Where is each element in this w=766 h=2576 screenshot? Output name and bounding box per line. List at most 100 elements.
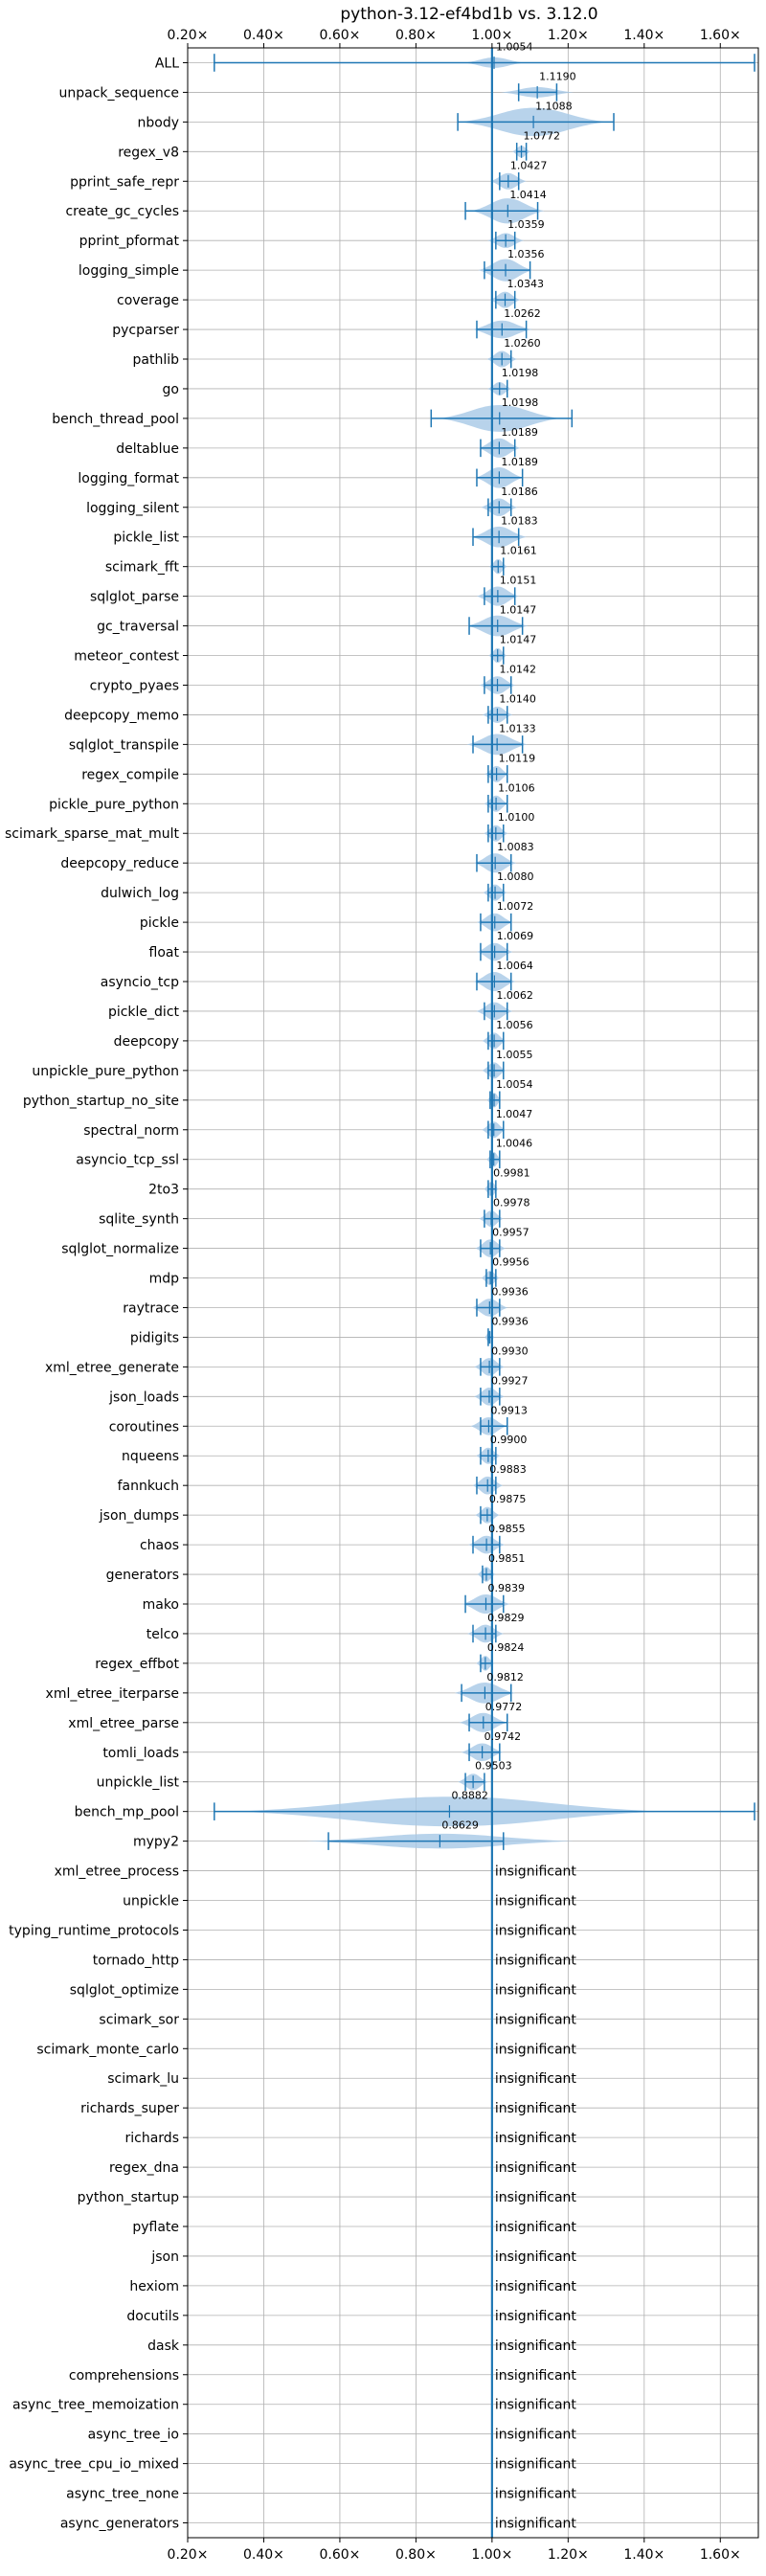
x-tick-label-bottom: 1.20× <box>548 2547 589 2563</box>
category-label: bench_thread_pool <box>52 412 179 427</box>
value-label: 0.9936 <box>491 1285 529 1298</box>
value-label: 1.0151 <box>500 575 537 587</box>
category-label: scimark_lu <box>107 2071 179 2087</box>
violin-layer <box>236 57 663 1849</box>
insignificant-label: insignificant <box>495 2249 577 2265</box>
value-label: 1.0198 <box>502 396 539 409</box>
category-label: regex_effbot <box>95 1657 179 1672</box>
value-label: 0.9981 <box>493 1167 530 1180</box>
category-label: sqlglot_transpile <box>69 737 179 753</box>
insignificant-label: insignificant <box>495 2012 577 2027</box>
value-label: 1.0106 <box>498 781 535 794</box>
value-label: 1.0186 <box>501 486 538 498</box>
value-label: 0.9875 <box>489 1493 527 1505</box>
insignificant-label: insignificant <box>495 2071 577 2087</box>
insignificant-label: insignificant <box>495 2042 577 2057</box>
category-label: 2to3 <box>148 1183 179 1198</box>
value-label: 1.0083 <box>497 841 534 853</box>
category-label: tornado_http <box>93 1953 179 1968</box>
value-label: 1.0147 <box>500 634 537 646</box>
category-label: logging_silent <box>86 501 179 516</box>
category-label: generators <box>106 1568 179 1583</box>
x-tick-label-bottom: 1.00× <box>471 2547 512 2563</box>
x-tick-label-top: 1.60× <box>700 28 741 43</box>
category-label: raytrace <box>123 1300 179 1316</box>
value-annotations: 1.0054 1.1190 1.1088 1.0772 1.0427 1.0414 1.03… <box>441 40 576 2531</box>
category-label: deepcopy <box>114 1034 179 1050</box>
insignificant-label: insignificant <box>495 2279 577 2294</box>
value-label: 0.9930 <box>491 1344 529 1357</box>
x-tick-label-top: 0.80× <box>395 28 437 43</box>
value-label: 0.9927 <box>491 1374 529 1387</box>
insignificant-label: insignificant <box>495 2487 577 2502</box>
value-label: 1.0183 <box>501 515 538 528</box>
category-label: float <box>149 945 180 960</box>
value-label: 0.8882 <box>451 1790 488 1802</box>
category-label: coroutines <box>109 1419 179 1435</box>
category-label: coverage <box>117 293 179 308</box>
insignificant-label: insignificant <box>495 1923 577 1938</box>
category-label: xml_etree_generate <box>45 1360 179 1375</box>
category-label: async_tree_memoization <box>12 2398 179 2413</box>
category-label: nqueens <box>122 1449 179 1464</box>
value-label: 0.9855 <box>488 1523 526 1535</box>
insignificant-label: insignificant <box>495 2160 577 2176</box>
insignificant-label: insignificant <box>495 2368 577 2384</box>
value-label: 1.0064 <box>496 960 533 972</box>
category-label: deepcopy_reduce <box>60 856 179 871</box>
grid-lines <box>187 48 758 2538</box>
value-label: 0.9824 <box>487 1641 525 1654</box>
value-label: 1.0189 <box>501 456 538 468</box>
x-tick-label-top: 1.40× <box>623 28 665 43</box>
category-label: pickle_pure_python <box>49 797 179 812</box>
plot-frame <box>187 47 759 2539</box>
category-label: typing_runtime_protocols <box>9 1923 179 1938</box>
insignificant-label: insignificant <box>495 1953 577 1968</box>
category-label: docutils <box>126 2309 179 2324</box>
insignificant-label: insignificant <box>495 1864 577 1880</box>
category-label: sqlite_synth <box>99 1212 179 1228</box>
category-label: meteor_contest <box>74 649 179 665</box>
category-label: pyflate <box>132 2220 179 2235</box>
value-label: 1.0772 <box>524 129 561 142</box>
value-label: 1.0147 <box>500 604 537 617</box>
category-label: pickle <box>140 915 179 931</box>
category-label: python_startup_no_site <box>23 1094 179 1109</box>
x-tick-label-bottom: 1.40× <box>623 2547 665 2563</box>
value-label: 1.0133 <box>499 722 536 734</box>
category-label: pathlib <box>133 352 180 368</box>
category-label: richards_super <box>80 2101 179 2116</box>
value-label: 0.9503 <box>475 1760 512 1773</box>
value-label: 1.0069 <box>497 930 534 942</box>
insignificant-label: insignificant <box>495 1982 577 1998</box>
category-label: comprehensions <box>69 2368 179 2384</box>
value-label: 1.1190 <box>539 70 576 82</box>
category-label: deepcopy_memo <box>64 708 179 723</box>
value-label: 0.8629 <box>441 1819 479 1832</box>
category-label: asyncio_tcp <box>101 975 179 990</box>
value-label: 0.9956 <box>492 1256 529 1269</box>
insignificant-label: insignificant <box>495 2398 577 2413</box>
category-label: regex_v8 <box>118 145 179 160</box>
category-label: xml_etree_iterparse <box>46 1686 179 1702</box>
value-label: 1.0055 <box>496 1049 533 1061</box>
category-label: create_gc_cycles <box>65 204 179 219</box>
value-label: 1.0414 <box>509 189 547 201</box>
x-tick-label-bottom: 0.60× <box>319 2547 360 2563</box>
category-label: dask <box>147 2339 180 2354</box>
category-label: richards <box>125 2131 180 2146</box>
x-tick-label-bottom: 0.20× <box>168 2547 209 2563</box>
insignificant-label: insignificant <box>495 2220 577 2235</box>
category-label: bench_mp_pool <box>75 1805 179 1820</box>
category-label: gc_traversal <box>97 620 179 635</box>
category-label: pprint_safe_repr <box>70 174 179 190</box>
category-label: unpack_sequence <box>59 85 179 101</box>
category-label: pprint_pformat <box>79 234 180 249</box>
insignificant-label: insignificant <box>495 2428 577 2443</box>
category-label: scimark_monte_carlo <box>36 2042 179 2057</box>
category-label: nbody <box>138 115 180 130</box>
category-label: mypy2 <box>133 1835 179 1850</box>
value-label: 1.0189 <box>501 426 538 439</box>
value-label: 0.9812 <box>486 1671 524 1683</box>
